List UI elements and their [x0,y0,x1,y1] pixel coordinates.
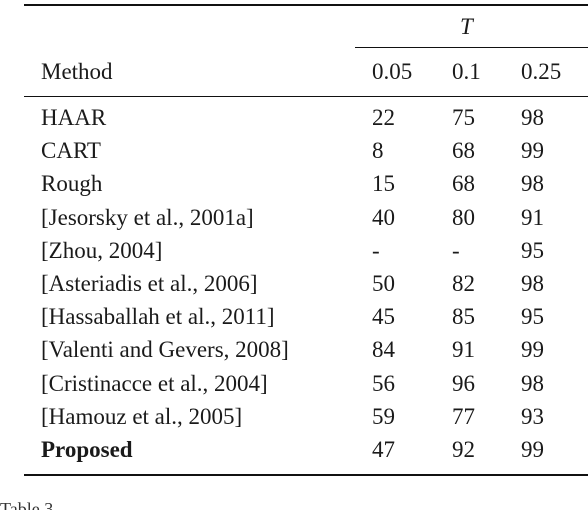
method-cell: Rough [41,171,103,196]
column-header-0-25: 0.25 [521,59,562,84]
value-cell-0-05: - [372,238,380,263]
method-cell: [Valenti and Gevers, 2008] [41,337,289,362]
method-cell: [Cristinacce et al., 2004] [41,371,268,396]
value-cell-0-25: 95 [521,238,544,263]
value-cell-0-05: 50 [372,271,395,296]
threshold-span-rule [355,47,588,48]
value-cell-0-05: 84 [372,337,395,362]
value-cell-0-25: 93 [521,404,544,429]
bottom-rule [24,474,588,476]
threshold-group-header: T [460,14,473,39]
value-cell-0-1: 77 [452,404,475,429]
value-cell-0-1: 80 [452,205,475,230]
value-cell-0-25: 95 [521,304,544,329]
column-header-0-05: 0.05 [372,59,413,84]
value-cell-0-1: 91 [452,337,475,362]
value-cell-0-25: 98 [521,371,544,396]
method-cell: [Asteriadis et al., 2006] [41,271,258,296]
value-cell-0-25: 91 [521,205,544,230]
value-cell-0-05: 56 [372,371,395,396]
header-rule [24,96,588,97]
value-cell-0-05: 40 [372,205,395,230]
method-cell: [Jesorsky et al., 2001a] [41,205,254,230]
value-cell-0-25: 99 [521,337,544,362]
value-cell-0-1: 82 [452,271,475,296]
table-caption: Table 3 [0,499,54,510]
value-cell-0-05: 45 [372,304,395,329]
value-cell-0-1: 85 [452,304,475,329]
value-cell-0-1: 92 [452,437,475,462]
value-cell-0-05: 47 [372,437,395,462]
top-rule [24,4,588,6]
value-cell-0-1: - [452,238,460,263]
value-cell-0-1: 68 [452,138,475,163]
value-cell-0-25: 99 [521,138,544,163]
value-cell-0-25: 98 [521,171,544,196]
method-cell: [Zhou, 2004] [41,238,163,263]
value-cell-0-05: 8 [372,138,384,163]
method-cell: [Hassaballah et al., 2011] [41,304,275,329]
value-cell-0-05: 22 [372,105,395,130]
value-cell-0-1: 96 [452,371,475,396]
method-cell: [Hamouz et al., 2005] [41,404,243,429]
value-cell-0-05: 15 [372,171,395,196]
value-cell-0-25: 99 [521,437,544,462]
method-cell: HAAR [41,105,107,130]
method-cell: CART [41,138,101,163]
value-cell-0-25: 98 [521,271,544,296]
value-cell-0-1: 75 [452,105,475,130]
method-cell: Proposed [41,437,133,462]
value-cell-0-05: 59 [372,404,395,429]
column-header-0-1: 0.1 [452,59,481,84]
value-cell-0-1: 68 [452,171,475,196]
column-header-method: Method [41,59,113,84]
value-cell-0-25: 98 [521,105,544,130]
